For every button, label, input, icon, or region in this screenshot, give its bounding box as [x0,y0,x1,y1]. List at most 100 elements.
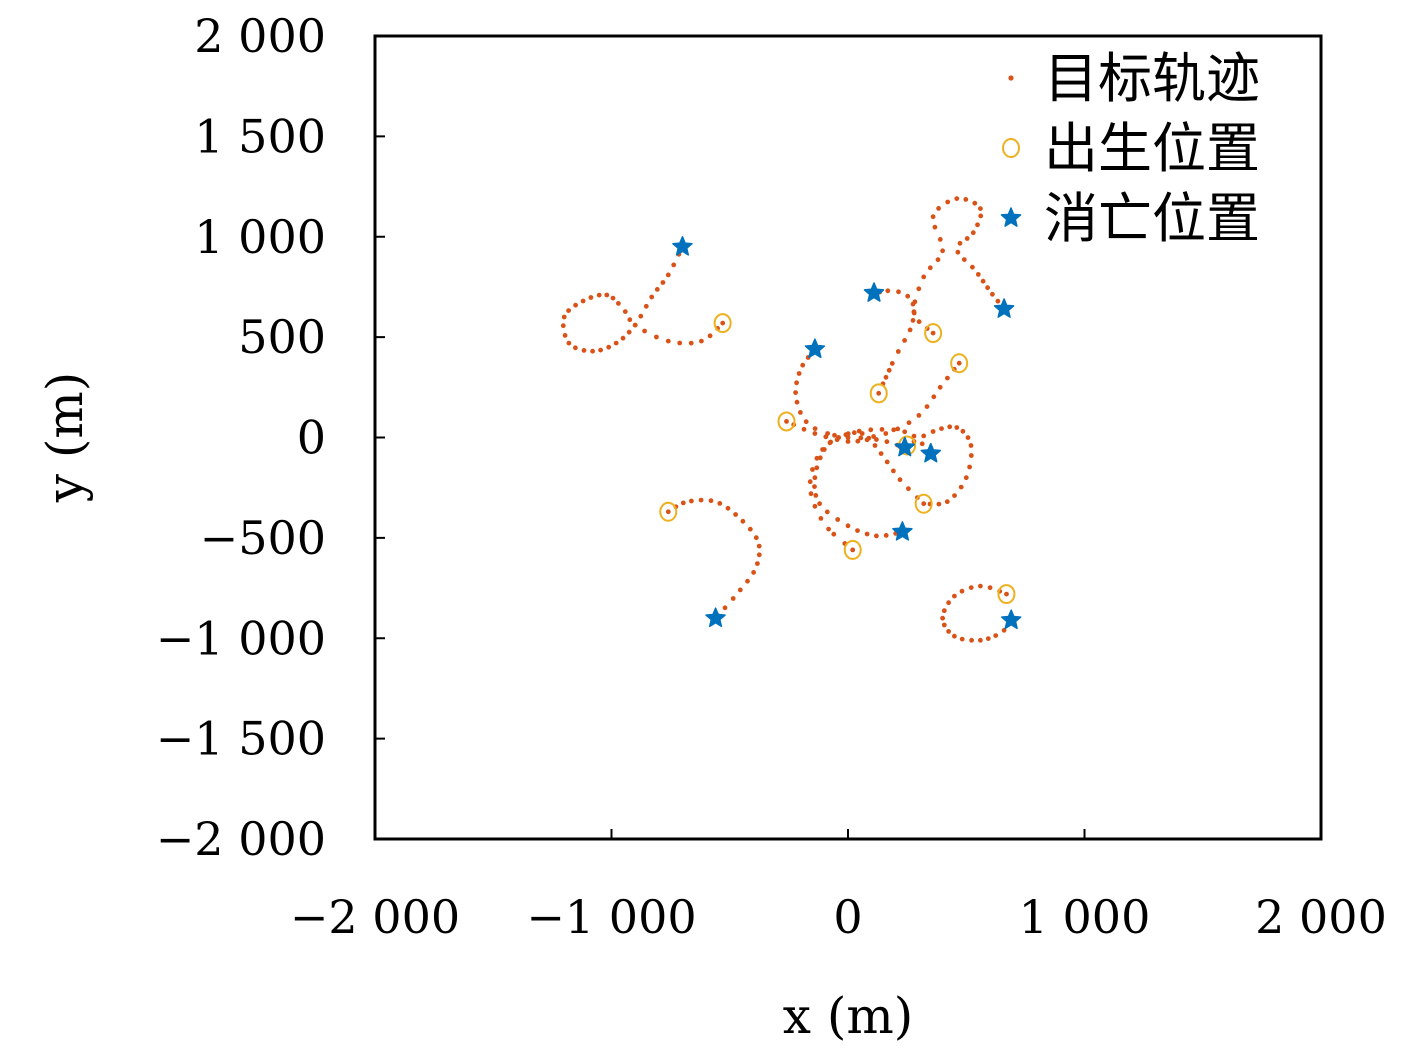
trajectory-dot [832,432,837,438]
y-tick-label: 500 [238,310,326,364]
trajectory-dot [784,419,789,424]
birth-marker [914,493,933,514]
trajectory-dot [560,323,566,329]
trajectory-dot [970,230,976,236]
trajectory-dot [978,583,983,589]
trajectory-dot [836,435,841,440]
trajectory-dot [969,637,974,643]
y-axis-title: y (m) [36,372,94,504]
death-marker [863,282,885,302]
trajectory-dot [954,196,960,202]
legend-label: 消亡位置 [1044,187,1260,250]
trajectory-dot [671,262,677,268]
trajectory-dot [654,334,659,340]
trajectory-dot [812,431,818,436]
trajectory-dot [902,338,907,343]
trajectory-dot [872,443,878,448]
trajectory-dot [905,293,911,299]
trajectory-dot [821,447,827,452]
trajectory-dot [912,299,918,305]
trajectory-dot [817,501,822,507]
trajectory-dot [845,439,851,444]
trajectory-dot [598,347,603,353]
trajectory-dot [566,340,572,346]
trajectory-dot [884,439,890,445]
y-tick-label: −500 [200,511,326,565]
trajectory-dot [883,374,889,380]
trajectory-dot [725,505,731,511]
track-1 [560,244,726,354]
trajectory-dot [968,453,974,458]
trajectory-dot [978,213,984,219]
trajectory-dot [964,236,970,241]
track-8 [812,430,927,539]
trajectory-dot [921,274,927,280]
trajectory-dot [665,509,671,515]
trajectory-dot [707,333,713,339]
trajectory-dot [745,578,750,584]
trajectory-dot [812,484,817,489]
trajectory-dot [812,475,818,481]
trajectory-dot [699,338,704,344]
trajectory-dot [993,633,999,638]
death-marker [920,442,942,463]
x-tick-label: 1 000 [1019,890,1151,944]
trajectory-dot [990,291,995,297]
trajectory-dot [826,526,831,532]
y-axis-ticks: 2 000 1 500 1 000 500 0 −500 −1 000 −1 500 −2 00… [156,9,385,866]
trajectory-dot [817,455,823,461]
trajectory-dot [831,531,837,537]
trajectory-dot [733,512,738,517]
trajectory-dot [874,437,879,442]
trajectory-dot [985,285,990,291]
death-marker [892,521,913,541]
trajectory-dot [921,501,927,507]
trajectory-dot [845,523,851,529]
trajectory-dot [798,410,803,415]
trajectory-dot [978,637,983,643]
trajectory-dot [756,552,762,558]
trajectory-dot [921,433,927,439]
trajectory-dot [824,509,830,515]
trajectory-dot [855,438,861,444]
trajectory-dot [879,427,885,432]
trajectory-dot [562,333,568,338]
legend-star-marker [1000,207,1022,227]
trajectory-dot [975,222,980,228]
trajectory-dot [812,503,818,509]
trajectory-dot [858,435,864,441]
trajectory-dot [843,432,849,438]
trajectory-dot [968,443,974,448]
trajectory-dot [952,493,957,498]
trajectory-dot [970,264,975,270]
trajectory-dot [967,464,972,470]
trajectory-dot [906,486,911,492]
trajectory-dot [959,588,965,594]
trajectory-dot [800,362,806,368]
birth-marker [843,539,862,560]
death-marker [993,298,1015,318]
trajectory-dot [935,257,941,263]
y-tick-label: 0 [297,411,326,465]
trajectory-dot [883,533,889,538]
track-4 [876,288,917,396]
trajectory-dot [747,526,753,532]
trajectory-dot [911,310,917,316]
trajectory-dot [588,295,594,300]
trajectory-dot [927,265,933,271]
trajectory-dot [902,429,908,435]
legend-circle-marker [1002,138,1020,158]
trajectory-dot [956,360,962,366]
trajectory-dot [722,605,728,611]
trajectory-dot [632,322,638,328]
death-marker [705,607,726,628]
trajectory-dot [825,431,830,436]
trajectory-dot [946,629,951,634]
y-tick-label: 2 000 [194,9,326,63]
trajectory-dot [606,344,612,350]
trajectory-dot [886,367,892,373]
trajectory-dot [975,272,981,277]
legend-label: 出生位置 [1044,117,1260,180]
trajectory-dot [963,197,969,202]
trajectory-dot [924,404,930,409]
